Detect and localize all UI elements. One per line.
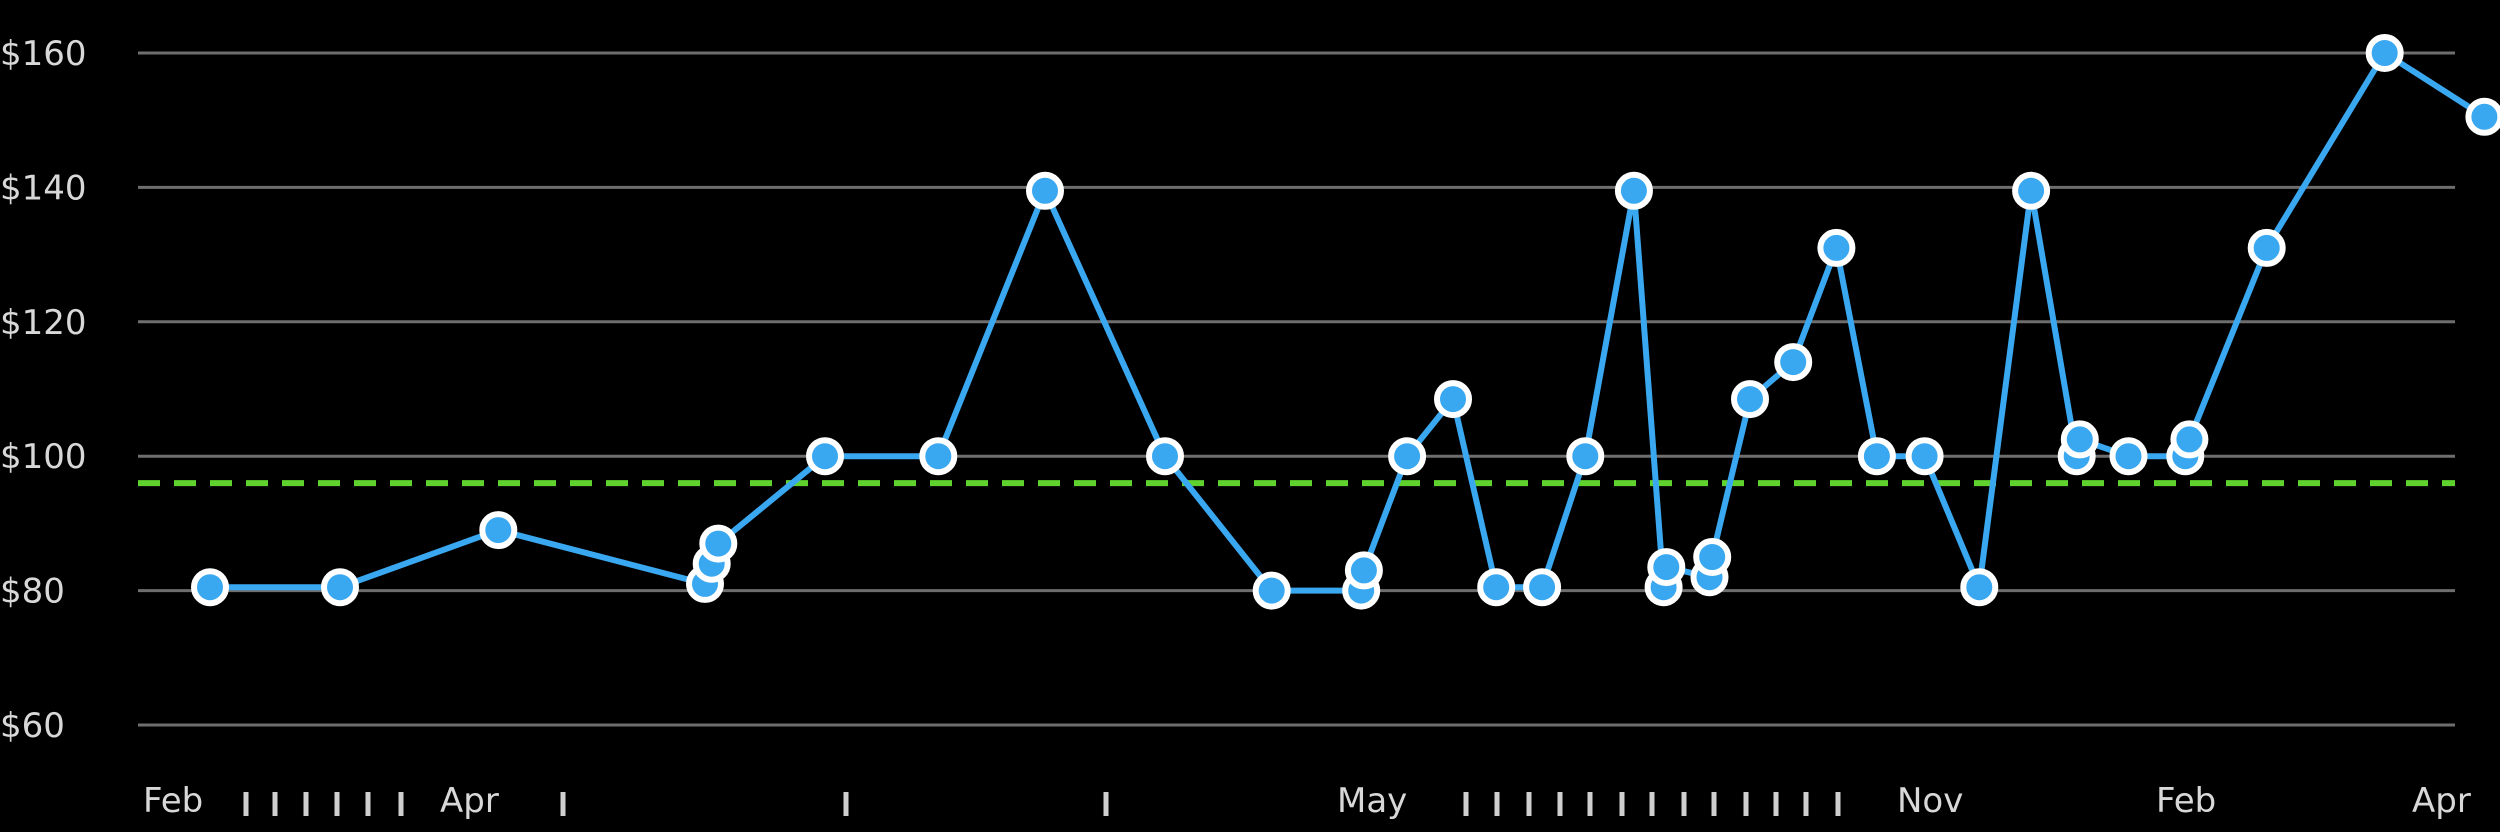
data-point xyxy=(1614,171,1653,210)
data-point xyxy=(1905,437,1944,476)
data-point xyxy=(1252,571,1291,610)
data-point xyxy=(1817,228,1856,267)
y-tick-label: $160 xyxy=(0,34,87,74)
data-point xyxy=(2060,420,2099,459)
data-point xyxy=(1647,548,1686,587)
data-point xyxy=(2465,97,2500,136)
x-axis-ticks: Feb Apr May Nov Feb Apr xyxy=(143,781,2471,821)
data-point xyxy=(321,568,359,607)
y-tick-label: $120 xyxy=(0,303,87,343)
data-point xyxy=(2012,171,2051,210)
data-point xyxy=(2170,420,2209,459)
data-point xyxy=(2365,34,2404,72)
data-point xyxy=(2247,228,2286,267)
data-point xyxy=(1693,538,1732,576)
data-point xyxy=(806,437,844,476)
data-point xyxy=(1026,171,1064,210)
data-point xyxy=(1960,568,1999,607)
data-point xyxy=(1477,568,1516,607)
x-tick-label: Feb xyxy=(2156,781,2216,821)
data-point xyxy=(1566,437,1605,476)
data-point xyxy=(479,511,518,550)
x-tick-label: Apr xyxy=(440,781,499,821)
data-point xyxy=(1434,380,1472,419)
data-point xyxy=(699,524,738,563)
x-tick-label: May xyxy=(1337,781,1407,821)
data-point xyxy=(1344,551,1383,590)
y-axis-ticks: $60 $80 $100 $120 $140 $160 xyxy=(0,34,87,746)
y-tick-label: $140 xyxy=(0,168,87,208)
data-point xyxy=(919,437,958,476)
data-point xyxy=(2109,437,2148,476)
data-point xyxy=(1146,437,1184,476)
y-tick-label: $60 xyxy=(0,706,65,746)
data-point xyxy=(1857,437,1896,476)
series-layer xyxy=(191,34,2500,610)
data-point xyxy=(1388,437,1427,476)
x-tick-label: Feb xyxy=(143,781,203,821)
data-point xyxy=(1731,380,1769,419)
y-tick-label: $100 xyxy=(0,437,87,477)
x-tick-label: Nov xyxy=(1897,781,1963,821)
data-point xyxy=(1774,343,1813,382)
data-point xyxy=(191,568,229,607)
gridlines xyxy=(138,51,2455,727)
y-tick-label: $80 xyxy=(0,572,65,612)
data-point xyxy=(1523,568,1562,607)
x-tick-label: Apr xyxy=(2412,781,2471,821)
